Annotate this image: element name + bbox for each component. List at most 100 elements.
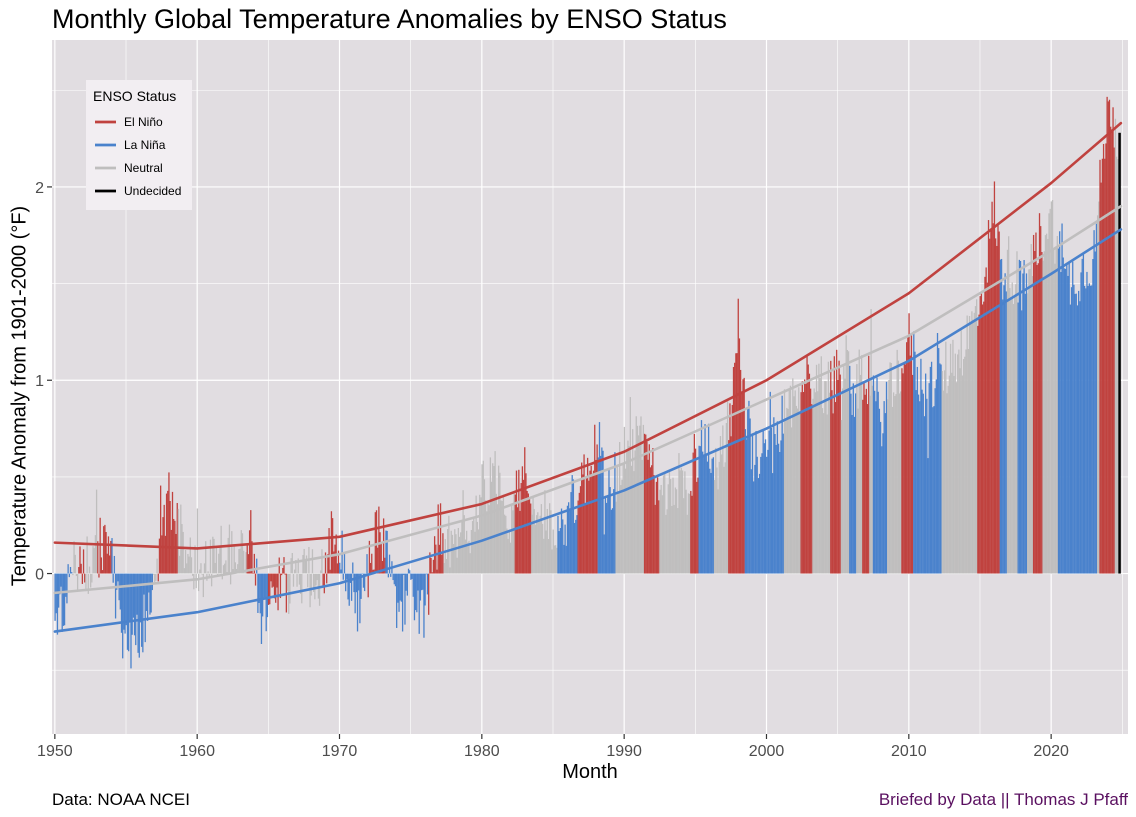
anomaly-bar xyxy=(777,443,780,574)
anomaly-bar xyxy=(86,536,88,574)
anomaly-bar xyxy=(438,544,441,574)
anomaly-bar xyxy=(257,573,259,613)
anomaly-bar xyxy=(471,521,474,574)
anomaly-bar xyxy=(600,455,602,574)
anomaly-bar xyxy=(71,572,73,574)
anomaly-bar xyxy=(199,569,201,574)
anomaly-bar xyxy=(298,573,301,585)
anomaly-bar xyxy=(792,378,794,574)
anomaly-bar xyxy=(639,425,641,574)
anomaly-bar xyxy=(521,466,524,574)
anomaly-bar xyxy=(1055,246,1057,574)
anomaly-bar xyxy=(636,425,639,574)
anomaly-bar xyxy=(966,315,968,574)
anomaly-bar xyxy=(321,549,323,574)
anomaly-bar xyxy=(171,491,174,574)
anomaly-bar xyxy=(749,418,751,574)
anomaly-bar xyxy=(959,368,961,574)
anomaly-bar xyxy=(762,429,764,574)
anomaly-bar xyxy=(914,351,916,574)
anomaly-bar xyxy=(851,414,853,574)
anomaly-bar xyxy=(787,408,789,574)
anomaly-bar xyxy=(588,480,590,574)
anomaly-bar xyxy=(403,573,405,576)
anomaly-bar xyxy=(333,551,335,574)
anomaly-bar xyxy=(137,573,139,653)
anomaly-bar xyxy=(841,388,844,574)
anomaly-bar xyxy=(1023,260,1025,574)
anomaly-bar xyxy=(1044,235,1047,574)
anomaly-bar xyxy=(646,441,648,574)
anomaly-bar xyxy=(326,573,328,584)
anomaly-bar xyxy=(729,403,731,574)
x-axis-label: Month xyxy=(562,761,618,783)
anomaly-bar xyxy=(189,537,191,574)
anomaly-bar xyxy=(723,466,725,574)
anomaly-bar xyxy=(56,573,59,635)
y-tick-label: 0 xyxy=(35,567,44,584)
anomaly-bar xyxy=(799,411,801,574)
anomaly-bar xyxy=(601,447,603,574)
anomaly-bar xyxy=(426,573,429,595)
anomaly-bar xyxy=(825,381,827,574)
anomaly-bar xyxy=(518,469,520,574)
anomaly-bar xyxy=(384,557,386,574)
anomaly-bar xyxy=(901,368,903,574)
anomaly-bar xyxy=(186,563,188,574)
anomaly-bar xyxy=(839,374,841,574)
anomaly-bar xyxy=(81,573,84,584)
anomaly-bar xyxy=(690,490,692,574)
anomaly-bar xyxy=(614,452,616,574)
anomaly-bar xyxy=(1095,223,1098,574)
anomaly-bar xyxy=(184,550,187,574)
anomaly-bar xyxy=(312,573,315,592)
anomaly-bar xyxy=(604,495,607,574)
anomaly-bar xyxy=(436,569,438,574)
anomaly-bar xyxy=(328,528,330,574)
data-source-caption: Data: NOAA NCEI xyxy=(52,790,190,809)
anomaly-bar xyxy=(919,401,921,574)
anomaly-bar xyxy=(806,355,808,574)
anomaly-bar xyxy=(616,465,618,574)
anomaly-bar xyxy=(292,573,295,587)
anomaly-bar xyxy=(323,573,325,594)
anomaly-bar xyxy=(371,553,373,574)
anomaly-bar xyxy=(272,573,274,587)
anomaly-bar xyxy=(779,452,781,574)
anomaly-bar xyxy=(92,546,94,574)
anomaly-bar xyxy=(891,406,894,574)
anomaly-bar xyxy=(892,392,895,574)
anomaly-bar xyxy=(245,552,247,574)
anomaly-bar xyxy=(699,446,701,574)
anomaly-bar xyxy=(310,573,312,596)
anomaly-bar xyxy=(296,573,298,587)
anomaly-bar xyxy=(349,573,352,583)
anomaly-bar xyxy=(229,573,232,585)
anomaly-bar xyxy=(498,465,500,574)
anomaly-bar xyxy=(550,510,552,574)
anomaly-bar xyxy=(437,504,439,574)
anomaly-bar xyxy=(170,529,172,574)
anomaly-bar xyxy=(925,373,927,574)
anomaly-bar xyxy=(506,528,508,574)
anomaly-bar xyxy=(100,557,102,574)
anomaly-bar xyxy=(530,503,532,574)
anomaly-bar xyxy=(354,573,356,614)
anomaly-bar xyxy=(1091,285,1093,574)
anomaly-bar xyxy=(584,503,586,574)
x-tick-label: 1990 xyxy=(606,743,642,760)
anomaly-bar xyxy=(768,430,770,574)
anomaly-bar xyxy=(117,573,119,582)
anomaly-bar xyxy=(800,392,802,574)
anomaly-bar xyxy=(317,573,320,599)
anomaly-bar xyxy=(515,470,518,574)
anomaly-bar xyxy=(1101,158,1104,574)
anomaly-bar xyxy=(539,515,541,574)
anomaly-bar xyxy=(564,524,566,574)
anomaly-bar xyxy=(141,573,143,647)
anomaly-bar xyxy=(342,573,344,580)
anomaly-bar xyxy=(764,439,767,574)
anomaly-bar xyxy=(978,314,980,574)
anomaly-bar xyxy=(780,440,782,574)
anomaly-bar xyxy=(431,572,433,574)
